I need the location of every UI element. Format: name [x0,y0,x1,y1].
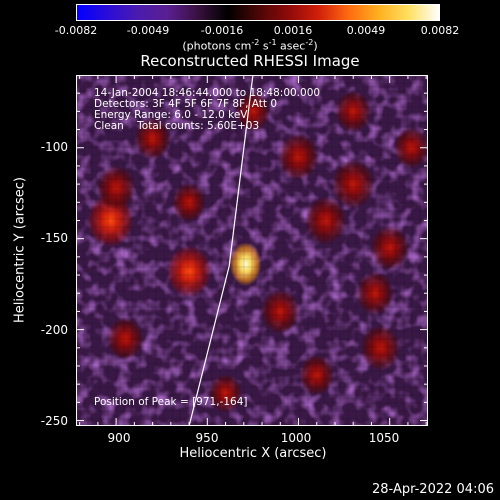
heatmap-source [370,225,410,271]
heatmap-source [106,317,144,361]
energy-range-text: Energy Range: 6.0 - 12.0 keV [94,109,248,121]
x-tick-label: 1050 [368,431,400,445]
heatmap-source [278,133,319,181]
heatmap-source [299,354,335,396]
colorbar [76,4,440,21]
colorbar-tick: -0.0082 [54,24,98,37]
heatmap-source [260,288,300,334]
time-range-text: 14-Jan-2004 18:46:44.000 to 18:48:00.000 [94,87,321,99]
y-axis-label: Heliocentric Y (arcsec) [12,177,28,323]
heatmap-source [393,127,428,169]
plot-frame [76,75,428,426]
colorbar-tick: -0.0016 [200,24,244,37]
peak-position-text: Position of Peak = [971,-164] [94,396,248,408]
detectors-text: Detectors: 3F 4F 5F 6F 7F 8F, Att 0 [94,98,278,110]
colorbar-units: (photons cm-2 s-1 asec-2) [182,38,318,53]
y-tick-label: -200 [40,323,68,337]
x-tick-label: 950 [195,431,219,445]
pixel-grid [76,75,428,426]
heatmap-source [331,159,375,209]
heatmap-source [172,182,207,222]
heatmap-source [235,91,271,132]
heatmap-source [134,117,171,160]
heatmap-source [356,271,394,315]
colorbar-tick: 0.0049 [346,24,386,37]
axis-ticks [76,75,428,426]
footer-timestamp: 28-Apr-2022 04:06 [372,482,494,497]
x-tick-label: 900 [107,431,131,445]
heatmap-plot [76,75,428,426]
heatmap-sources [87,90,428,413]
heatmap-source [229,242,262,287]
colorbar-tick: 0.0016 [273,24,313,37]
x-axis-label: Heliocentric X (arcsec) [179,446,327,461]
heatmap-source [208,373,243,413]
heatmap-source [166,245,212,298]
heatmap-source [96,165,136,211]
clean-counts-text: Clean Total counts: 5.60E+03 [94,120,260,132]
solar-limb-line [188,75,254,426]
y-tick-label: -150 [40,231,68,245]
y-tick-label: -250 [40,414,68,428]
x-tick-label: 1000 [280,431,312,445]
heatmap-source [360,324,401,371]
colorbar-tick: 0.0082 [420,24,460,37]
y-tick-label: -100 [40,140,68,154]
heatmap-source [304,196,347,245]
colorbar-tick: -0.0049 [126,24,170,37]
chart-title: Reconstructed RHESSI Image [140,52,360,70]
heatmap-source [334,90,372,133]
